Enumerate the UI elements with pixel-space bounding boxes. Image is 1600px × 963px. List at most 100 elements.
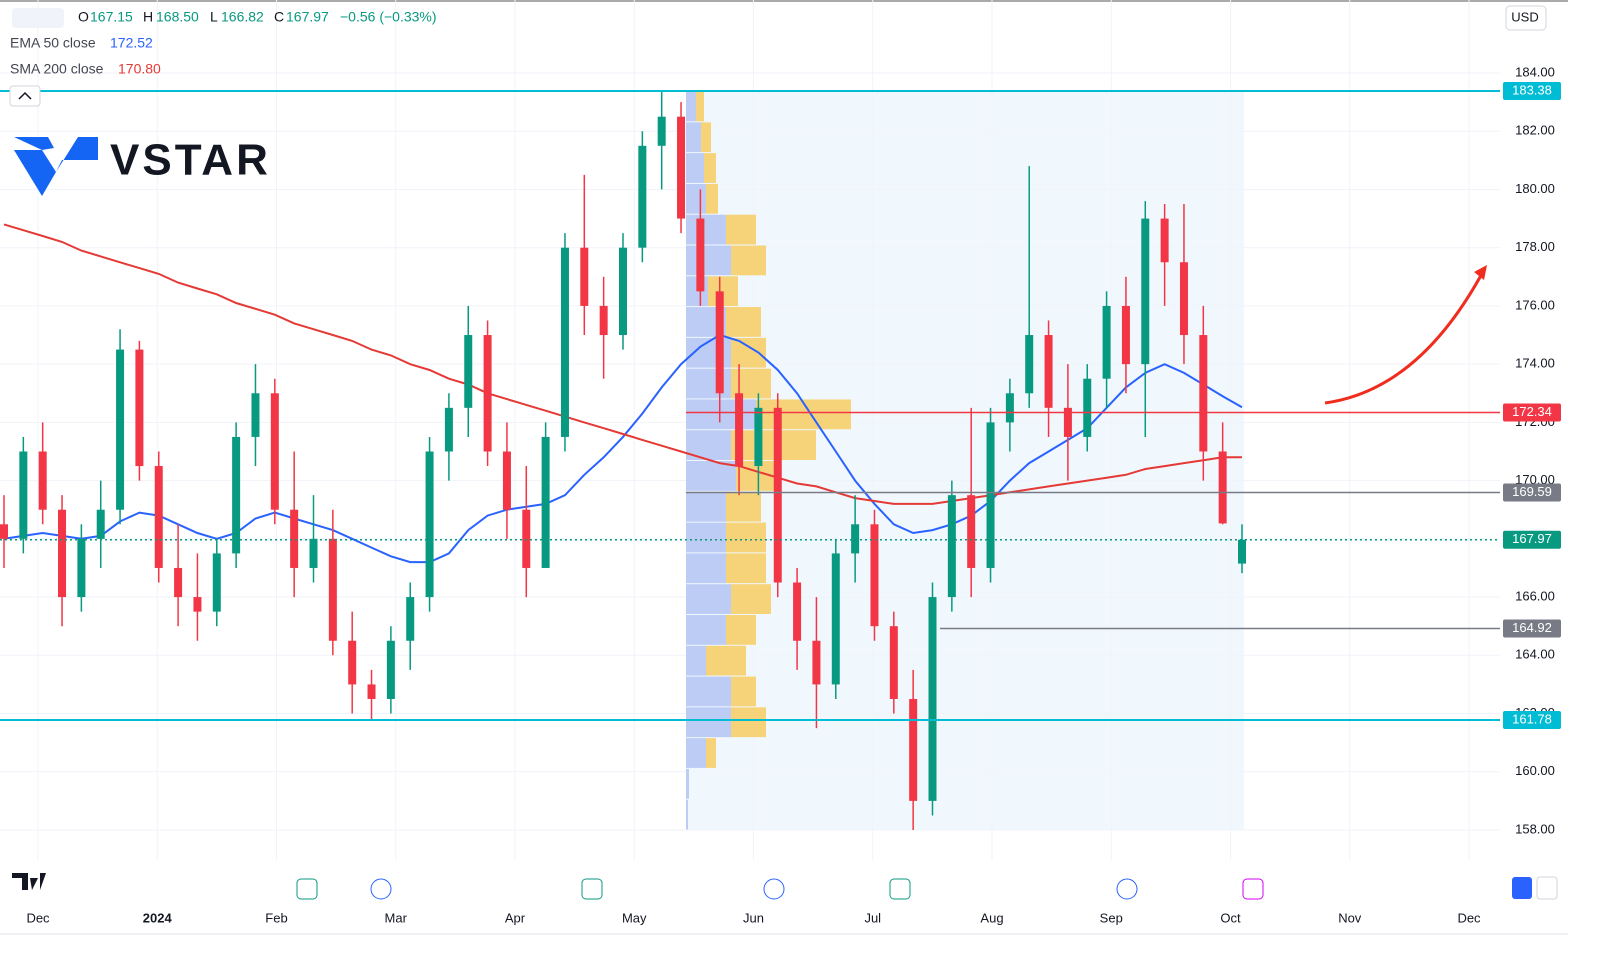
profile-down	[726, 614, 756, 645]
open-label: O	[78, 9, 89, 25]
sma-label: SMA 200 close	[10, 61, 104, 77]
symbol-icons[interactable]	[12, 8, 64, 28]
earnings-marker[interactable]	[296, 878, 318, 900]
profile-down	[704, 153, 716, 183]
candle-body	[638, 145, 647, 248]
earnings-marker[interactable]	[581, 878, 603, 900]
candle-body	[1063, 407, 1072, 437]
candle-body	[715, 291, 724, 394]
y-tick-label: 184.00	[1515, 64, 1555, 79]
profile-down	[706, 183, 718, 214]
candle-body	[967, 495, 976, 568]
profile-down	[726, 214, 756, 245]
dividend-marker[interactable]	[1116, 878, 1138, 900]
collapse-icon	[18, 91, 32, 100]
candle-body	[541, 436, 550, 568]
profile-down	[726, 307, 761, 337]
profile-down	[706, 738, 716, 768]
candle-body	[1218, 451, 1227, 524]
arrow	[1324, 267, 1487, 405]
candle-body	[580, 247, 589, 306]
candle-body	[696, 218, 705, 292]
auto-scale[interactable]	[1512, 877, 1532, 899]
profile-up	[686, 153, 704, 183]
profile-down	[731, 430, 816, 461]
candle-body	[1005, 393, 1014, 423]
candle-body	[444, 407, 453, 452]
candle-body	[812, 640, 821, 685]
candle-body	[1238, 539, 1246, 564]
candle-body	[502, 451, 511, 510]
candle-body	[735, 393, 744, 467]
candle-body	[116, 349, 125, 510]
profile-down	[701, 122, 711, 153]
candle-body	[793, 582, 802, 641]
candle-body	[1199, 335, 1208, 452]
candle-body	[38, 451, 47, 510]
candle-body	[154, 466, 163, 568]
level-badge	[1503, 403, 1561, 422]
profile-up	[686, 183, 706, 214]
profile-up	[686, 799, 688, 830]
candle-body	[1083, 378, 1092, 437]
x-tick-label: 2024	[143, 910, 173, 925]
candle-body	[328, 538, 337, 641]
levels	[0, 90, 1500, 721]
profile-up	[686, 214, 726, 245]
level-badge	[1503, 710, 1561, 729]
candle-body	[135, 349, 144, 467]
candle-body	[77, 538, 86, 598]
profile-up	[686, 707, 731, 738]
level-label: 164.92	[1512, 620, 1552, 635]
axes: 158.00160.00162.00164.00166.00168.00170.…	[26, 64, 1561, 925]
ma-line	[3, 223, 1242, 505]
candle-body	[619, 247, 627, 336]
dividend-marker[interactable]	[763, 878, 785, 900]
candle-body	[522, 509, 531, 568]
level-label: 183.38	[1512, 82, 1552, 97]
profile-up	[686, 584, 731, 614]
candle-body	[309, 538, 318, 568]
candle-body	[851, 524, 860, 554]
ema-label: EMA 50 close	[10, 35, 96, 51]
low-label: L	[210, 9, 218, 25]
x-tick-label: Aug	[980, 910, 1003, 925]
earnings-marker[interactable]	[1242, 878, 1264, 900]
change: −0.56 (−0.33%)	[340, 9, 437, 25]
currency-button[interactable]	[1505, 5, 1547, 31]
ema-value: 172.52	[110, 35, 153, 51]
candle-body	[1121, 305, 1130, 365]
tv-logo	[12, 873, 46, 890]
candle-body	[19, 451, 28, 539]
profile-up	[686, 399, 756, 430]
close: 167.97	[286, 9, 329, 25]
x-tick-label: Dec	[26, 910, 50, 925]
profile-up	[686, 614, 726, 645]
x-tick-label: Dec	[1457, 910, 1481, 925]
collapse-button[interactable]	[9, 85, 41, 107]
x-tick-label: Sep	[1100, 910, 1123, 925]
level-label: 161.78	[1512, 711, 1552, 726]
x-tick-label: Nov	[1338, 910, 1362, 925]
logo-mark	[14, 137, 98, 196]
high-label: H	[143, 9, 153, 25]
candle-body	[96, 509, 105, 539]
candle-body	[831, 553, 840, 685]
profile-down	[726, 522, 766, 553]
candle-body	[1044, 335, 1053, 408]
y-tick-label: 182.00	[1515, 123, 1555, 138]
candle-body	[270, 393, 279, 510]
y-tick-label: 180.00	[1515, 181, 1555, 196]
level-label: 172.34	[1512, 404, 1552, 419]
earnings-marker[interactable]	[889, 878, 911, 900]
profile-up	[686, 553, 726, 584]
candle-body	[560, 247, 569, 437]
profile-up	[686, 91, 696, 122]
y-tick-label: 170.00	[1515, 472, 1555, 487]
dividend-marker[interactable]	[370, 878, 392, 900]
y-tick-label: 176.00	[1515, 297, 1555, 312]
open: 167.15	[90, 9, 133, 25]
log-scale[interactable]	[1536, 876, 1558, 900]
x-tick-label: Jun	[743, 910, 764, 925]
